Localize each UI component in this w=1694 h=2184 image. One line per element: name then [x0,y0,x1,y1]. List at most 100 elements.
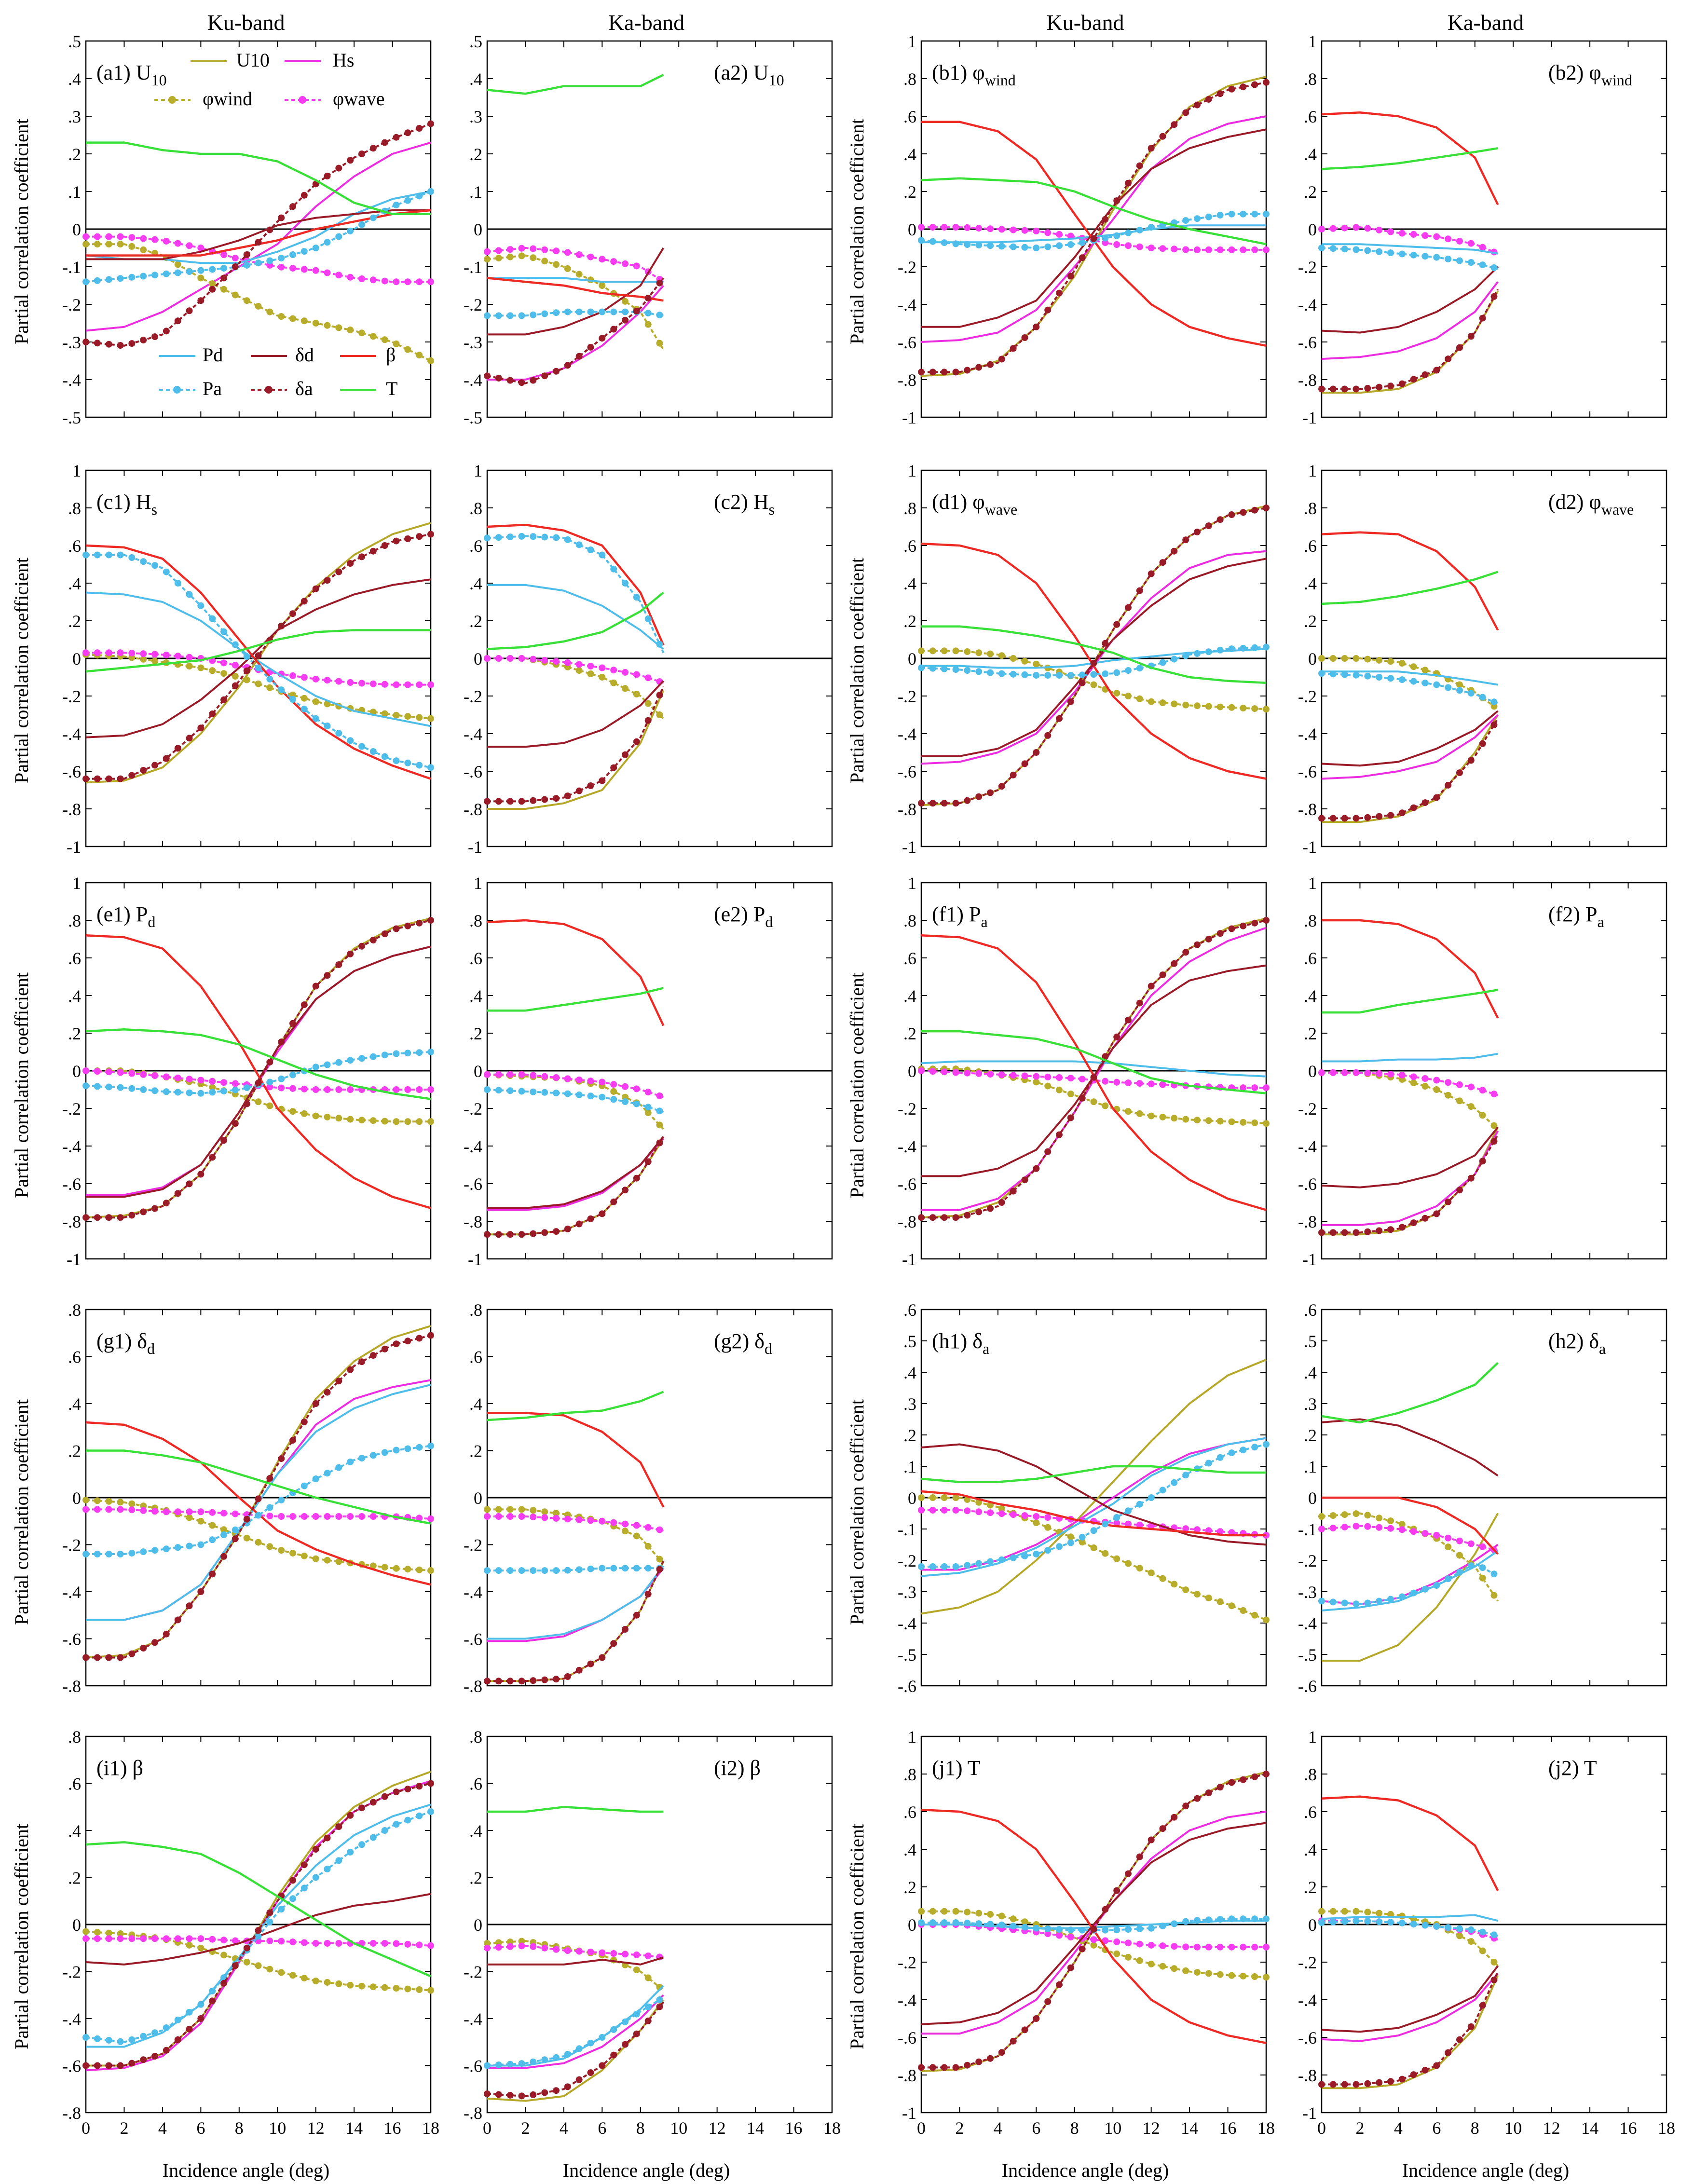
series-marker-delta_a [553,368,560,375]
series-marker-Pa [1433,1582,1440,1589]
series-marker-Pa [1490,1931,1498,1938]
series-marker-phi_wind [416,714,423,721]
series-marker-phi_wave [369,276,377,284]
y-tick-label: .2 [1304,612,1317,631]
series-marker-Pa [232,1086,239,1093]
series-marker-delta_a [324,173,331,179]
x-tick-label: 2 [955,2118,964,2138]
series-line-T [921,625,1267,684]
series-marker-phi_wave [128,650,136,657]
series-marker-delta_a [105,341,112,348]
series-marker-delta_a [1228,511,1235,518]
series-marker-phi_wave [312,675,319,682]
series-marker-delta_a [1456,2036,1463,2043]
series-marker-delta_a [94,1654,101,1661]
series-marker-delta_a [1352,385,1360,393]
series-marker-Pa [1364,672,1371,680]
series-marker-phi_wave [209,1936,216,1943]
x-tick-label: 0 [917,2118,926,2138]
series-marker-phi_wave [484,1071,491,1078]
series-marker-delta_a [575,1220,583,1228]
series-marker-Pa [599,1565,606,1572]
series-marker-phi_wave [1387,1525,1394,1532]
series-marker-delta_a [140,1208,147,1215]
series-marker-delta_a [1364,2080,1371,2087]
series-marker-Pa [587,546,594,553]
column-header-4: Ka-band [1448,10,1524,35]
series-marker-delta_a [495,1231,502,1238]
series-marker-phi_wind [530,254,537,261]
series-marker-delta_a [1479,740,1486,747]
series-marker-phi_wave [929,1507,936,1514]
series-marker-Pa [541,2056,548,2063]
series-marker-Pa [301,1884,308,1892]
series-marker-delta_a [140,2056,147,2063]
y-tick-label: -.6 [1298,762,1317,781]
series-marker-phi_wind [266,684,273,691]
series-marker-phi_wind [312,698,319,705]
panel-label: (i1) β [96,1756,143,1780]
y-tick-label: -.8 [62,1677,81,1696]
series-marker-delta_a [1216,516,1224,523]
series-marker-phi_wave [599,1078,606,1086]
y-tick-label: .6 [68,1348,81,1367]
series-marker-phi_wave [1205,1943,1212,1951]
series-marker-delta_a [929,800,936,807]
series-marker-delta_a [553,1676,560,1683]
x-tick-label: 16 [1219,2118,1237,2138]
series-marker-Pa [393,202,400,209]
y-tick-label: -.2 [62,1963,81,1982]
series-marker-Pa [644,2003,652,2010]
series-marker-phi_wind [1090,681,1097,688]
series-marker-delta_a [622,1187,628,1194]
series-marker-Pa [553,309,560,316]
series-marker-phi_wind [1364,1512,1371,1519]
series-marker-Pa [1067,1926,1074,1934]
series-marker-Pa [575,2045,583,2052]
series-marker-phi_wave [1159,245,1166,252]
series-marker-Pa [209,1089,216,1096]
series-marker-delta_a [335,164,342,172]
series-marker-Pa [575,541,583,548]
y-tick-label: 0 [1308,1062,1317,1081]
series-marker-phi_wind [1148,698,1155,705]
series-marker-Pa [1228,1449,1235,1457]
series-marker-Pa [1240,1915,1247,1923]
series-marker-phi_wave [393,681,400,688]
series-marker-Pa [186,591,193,598]
series-marker-phi_wind [610,679,617,686]
series-marker-phi_wind [117,241,124,248]
series-marker-Pa [918,1563,925,1570]
series-marker-phi_wind [232,291,239,299]
series-marker-phi_wave [1090,1936,1097,1943]
series-marker-phi_wind [1171,1965,1178,1972]
y-tick-label: .4 [68,574,81,593]
series-marker-delta_a [541,2089,548,2096]
series-marker-phi_wind [941,647,948,655]
series-marker-phi_wave [1479,244,1486,251]
series-marker-phi_wave [1205,246,1212,253]
series-marker-delta_a [1067,1964,1074,1971]
series-marker-Pa [427,188,434,195]
series-marker-Pa [495,1087,502,1094]
series-marker-Pa [369,748,377,755]
series-marker-Pa [918,664,925,671]
y-tick-label: .2 [1304,182,1317,202]
series-marker-Pa [610,2026,617,2033]
series-marker-phi_wave [1182,1525,1189,1532]
series-marker-Pa [1410,251,1417,259]
series-marker-Pa [918,1919,925,1926]
series-marker-phi_wind [128,1500,136,1507]
series-marker-delta_a [94,340,101,347]
series-marker-phi_wind [128,243,136,250]
series-marker-phi_wind [324,322,331,329]
series-marker-delta_a [918,369,925,376]
series-marker-delta_a [1341,815,1348,822]
series-marker-Pa [1079,1926,1086,1934]
series-marker-phi_wave [1376,1524,1383,1531]
series-marker-delta_a [232,263,239,270]
series-marker-delta_a [404,922,411,929]
y-tick-label: .2 [469,145,482,164]
series-marker-delta_a [1421,799,1429,806]
